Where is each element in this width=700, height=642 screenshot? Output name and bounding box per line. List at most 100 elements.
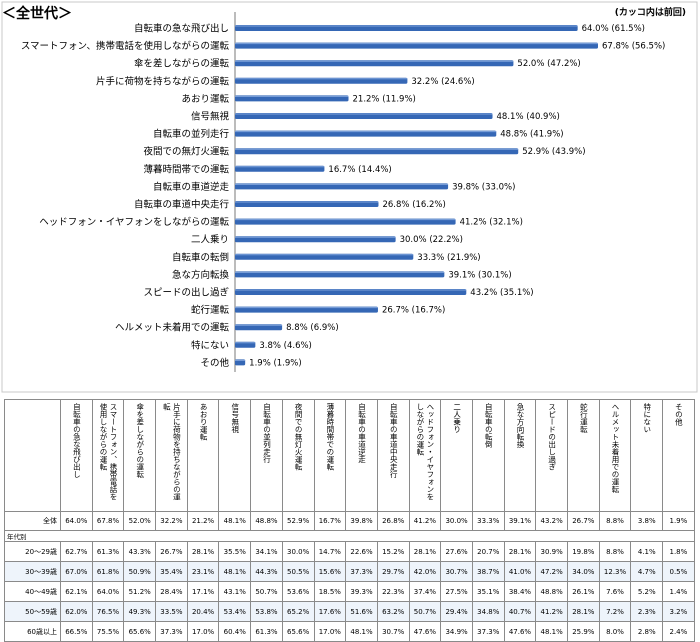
category-label: スピードの出し過ぎ — [143, 287, 229, 299]
table-cell: 34.8% — [471, 601, 505, 622]
table-cell: 15.2% — [376, 541, 410, 562]
table-cell: 61.8% — [91, 561, 125, 582]
column-header-label: その他 — [674, 403, 684, 426]
table-cell: 34.9% — [440, 621, 473, 642]
table-row: 60歳以上 66.5% 75.5% 65.6% 37.3% 17.0% 60.4% 61.3%… — [4, 621, 695, 642]
table-cell: 41.2% — [408, 511, 442, 531]
column-header: 自転車の車道逆走 — [345, 399, 378, 512]
row-label: 50～59歳 — [4, 601, 61, 622]
table-cell: 1.9% — [662, 511, 695, 531]
table-row: 50～59歳 62.0% 76.5% 49.3% 33.5% 20.4% 53.4% 53.8… — [4, 601, 695, 622]
table-cell: 28.1% — [503, 541, 537, 562]
column-header: スピードの出し過ぎ — [535, 399, 568, 512]
table-cell: 43.2% — [535, 511, 568, 531]
table-cell: 4.7% — [630, 561, 664, 582]
table-cell: 47.6% — [408, 621, 442, 642]
value-label: 3.8% (4.6%) — [259, 341, 312, 351]
table-cell: 62.1% — [60, 581, 93, 602]
table-cell: 52.9% — [281, 511, 315, 531]
table-header-row: 自転車の急な飛び出し スマートフォン、携帯電話を使用しながらの運転 傘を差しながらの… — [4, 399, 695, 512]
table-cell: 17.1% — [186, 581, 220, 602]
table-cell: 53.8% — [250, 601, 283, 622]
table-cell: 23.1% — [186, 561, 220, 582]
category-label: 夜間での無灯火運転 — [143, 146, 229, 158]
table-cell: 28.1% — [186, 541, 220, 562]
column-header-label: 特にない — [642, 403, 652, 433]
category-label: 薄暮時間帯での運転 — [143, 163, 229, 175]
chart-frame — [1, 1, 698, 393]
value-label: 67.8% (56.5%) — [602, 42, 665, 52]
table-cell: 48.1% — [345, 621, 378, 642]
table-cell: 52.0% — [123, 511, 157, 531]
column-header: スマートフォン、携帯電話を使用しながらの運転 — [91, 399, 125, 512]
table-cell: 61.3% — [91, 541, 125, 562]
column-header: 信号無視 — [218, 399, 252, 512]
table-cell: 44.3% — [250, 561, 283, 582]
table-cell: 29.4% — [440, 601, 473, 622]
table-cell: 2.3% — [630, 601, 664, 622]
table-cell: 26.7% — [155, 541, 188, 562]
table-cell: 61.3% — [250, 621, 283, 642]
value-label: 52.9% (43.9%) — [522, 147, 585, 157]
value-label: 48.1% (40.9%) — [497, 112, 560, 122]
chart-title: ＜全世代＞ — [2, 6, 72, 22]
table-cell: 26.7% — [567, 511, 600, 531]
table-cell: 0.5% — [662, 561, 695, 582]
column-header-label: 薄暮時間帯での運転 — [325, 403, 335, 471]
table-cell: 30.7% — [376, 621, 410, 642]
table-cell: 29.7% — [376, 561, 410, 582]
table-cell: 27.5% — [440, 581, 473, 602]
table-cell: 64.0% — [60, 511, 93, 531]
table-cell: 43.3% — [123, 541, 157, 562]
table-cell: 50.7% — [408, 601, 442, 622]
table-row: 40～49歳 62.1% 64.0% 51.2% 28.4% 17.1% 43.1% 50.7… — [4, 581, 695, 602]
table-cell: 7.2% — [598, 601, 632, 622]
column-header: 片手に荷物を持ちながらの運転 — [155, 399, 188, 512]
column-header: 自転車の車道中央走行 — [376, 399, 410, 512]
table-cell: 14.7% — [313, 541, 347, 562]
table-cell: 28.4% — [155, 581, 188, 602]
column-header-label: 夜間での無灯火運転 — [294, 403, 304, 471]
category-label: 自転車の車道逆走 — [153, 181, 230, 193]
column-header-label: あおり運転 — [199, 403, 209, 441]
value-label: 43.2% (35.1%) — [470, 288, 533, 298]
value-label: 39.8% (33.0%) — [452, 182, 515, 192]
value-labels: 64.0% (61.5%) 67.8% (56.5%) 52.0% (47.2%) 3… — [249, 24, 665, 368]
value-label: 21.2% (11.9%) — [353, 94, 416, 104]
table-cell: 2.8% — [630, 621, 664, 642]
table-cell: 37.4% — [408, 581, 442, 602]
table-cell: 62.7% — [60, 541, 93, 562]
table-cell: 19.8% — [567, 541, 600, 562]
table-cell: 53.4% — [218, 601, 252, 622]
category-label: 二人乗り — [191, 234, 229, 246]
table-cell: 30.7% — [440, 561, 473, 582]
table-cell: 4.1% — [630, 541, 664, 562]
value-label: 30.0% (22.2%) — [400, 235, 463, 245]
value-label: 32.2% (24.6%) — [411, 77, 474, 87]
column-header: 自転車の急な飛び出し — [60, 399, 93, 512]
chart-border — [1, 1, 698, 393]
row-label: 60歳以上 — [4, 621, 61, 642]
column-header: 夜間での無灯火運転 — [281, 399, 315, 512]
section-label: 年代別 — [4, 530, 695, 542]
row-label: 20～29歳 — [4, 541, 61, 562]
table-cell: 5.2% — [630, 581, 664, 602]
column-header-label: 二人乗り — [452, 403, 462, 433]
table-cell: 75.5% — [91, 621, 125, 642]
row-label: 40～49歳 — [4, 581, 61, 602]
table-cell: 18.5% — [313, 581, 347, 602]
table-cell: 60.4% — [218, 621, 252, 642]
table-cell: 42.0% — [408, 561, 442, 582]
table-cell: 38.4% — [503, 581, 537, 602]
table-cell: 64.0% — [91, 581, 125, 602]
table-cell: 67.0% — [60, 561, 93, 582]
category-label: 信号無視 — [191, 111, 230, 123]
column-header-label: 蛇行運転 — [579, 403, 589, 433]
table-cell: 66.5% — [60, 621, 93, 642]
table-cell: 28.1% — [408, 541, 442, 562]
column-header-label: 急な方向転換 — [515, 403, 525, 448]
chart-bars — [235, 25, 598, 366]
column-header: その他 — [662, 399, 695, 512]
table-cell: 35.4% — [155, 561, 188, 582]
table-cell: 16.7% — [313, 511, 347, 531]
